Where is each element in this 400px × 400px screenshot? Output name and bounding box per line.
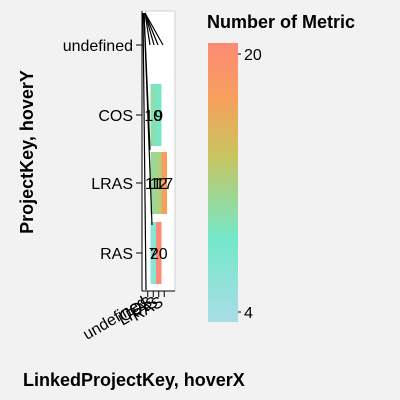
- heatmap-cell[interactable]: [156, 222, 162, 284]
- heatmap-cell-label: 11: [145, 176, 162, 193]
- heatmap-cell[interactable]: [156, 84, 162, 146]
- heatmap-cell-label: 7: [149, 246, 158, 263]
- y-tick-label: RAS: [100, 246, 133, 263]
- heatmap-cell[interactable]: [150, 152, 157, 214]
- hover-line: [142, 12, 147, 291]
- y-tick-label: COS: [98, 108, 133, 125]
- heatmap-cells: [150, 84, 168, 284]
- x-axis-title: LinkedProjectKey, hoverX: [23, 370, 245, 390]
- hover-lines: [142, 12, 164, 291]
- hover-line: [144, 12, 151, 46]
- hover-line: [143, 12, 153, 226]
- heatmap-cell-label: 12: [150, 176, 168, 193]
- legend-max-label: 20: [244, 47, 262, 64]
- legend-min-label: 4: [244, 305, 253, 322]
- hover-line: [144, 12, 159, 46]
- heatmap-cell-label: 17: [155, 176, 173, 193]
- legend-colorbar: [208, 43, 238, 322]
- y-tick-label: undefined: [63, 38, 133, 55]
- hover-line: [144, 12, 155, 46]
- y-axis-title: ProjectKey, hoverY: [17, 70, 37, 234]
- heatmap-cell[interactable]: [156, 152, 162, 214]
- hover-line: [144, 12, 164, 46]
- heatmap-cell[interactable]: [161, 152, 168, 214]
- heatmap-cell-label: 20: [150, 246, 168, 263]
- heatmap-cell[interactable]: [150, 84, 157, 146]
- y-axis-ticks: undefined COS LRAS RAS: [63, 38, 142, 263]
- legend-title: Number of Metric: [207, 12, 355, 32]
- heatmap-cell[interactable]: [150, 222, 157, 284]
- y-tick-label: LRAS: [91, 176, 133, 193]
- heatmap-cell-label: 9: [154, 108, 163, 125]
